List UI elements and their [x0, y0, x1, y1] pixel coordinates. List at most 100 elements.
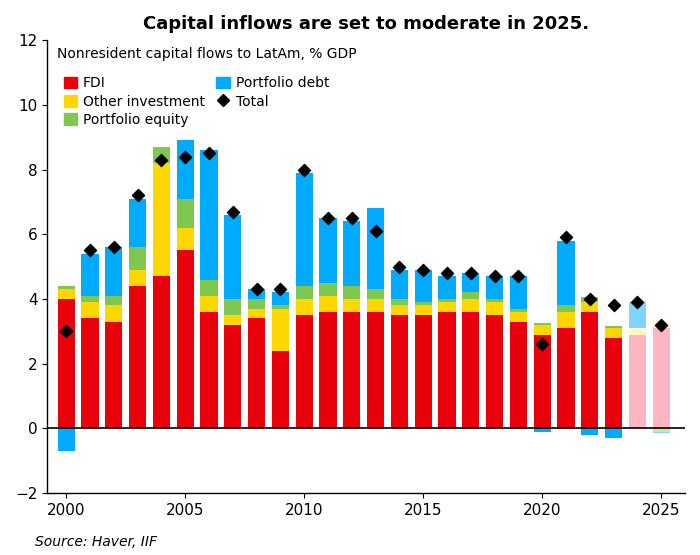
- Bar: [367, 312, 384, 428]
- Bar: [557, 328, 575, 428]
- Point: [60, 327, 71, 336]
- Bar: [557, 312, 575, 328]
- Bar: [652, 328, 670, 428]
- Bar: [629, 302, 646, 328]
- Bar: [81, 254, 99, 296]
- Bar: [343, 312, 360, 428]
- Point: [155, 155, 167, 164]
- Point: [204, 149, 215, 158]
- Bar: [533, 325, 551, 335]
- Point: [513, 272, 524, 281]
- Bar: [367, 289, 384, 299]
- Bar: [295, 299, 313, 315]
- Bar: [414, 305, 432, 315]
- Bar: [605, 428, 622, 438]
- Point: [228, 207, 239, 216]
- Bar: [81, 302, 99, 319]
- Point: [108, 243, 119, 251]
- Bar: [200, 296, 218, 312]
- Bar: [486, 302, 503, 315]
- Bar: [295, 315, 313, 428]
- Bar: [105, 321, 122, 428]
- Bar: [510, 312, 527, 321]
- Bar: [57, 289, 75, 299]
- Bar: [295, 286, 313, 299]
- Bar: [462, 292, 480, 299]
- Point: [632, 297, 643, 306]
- Point: [180, 152, 191, 161]
- Bar: [200, 150, 218, 280]
- Bar: [129, 270, 146, 286]
- Bar: [414, 270, 432, 302]
- Point: [370, 226, 382, 235]
- Bar: [129, 247, 146, 270]
- Bar: [486, 299, 503, 302]
- Bar: [414, 315, 432, 428]
- Bar: [105, 247, 122, 296]
- Bar: [319, 218, 337, 282]
- Text: Nonresident capital flows to LatAm, % GDP: Nonresident capital flows to LatAm, % GD…: [57, 47, 356, 61]
- Bar: [510, 276, 527, 309]
- Bar: [319, 296, 337, 312]
- Point: [584, 295, 596, 304]
- Point: [442, 269, 453, 278]
- Bar: [176, 140, 194, 199]
- Point: [656, 320, 667, 329]
- Bar: [462, 312, 480, 428]
- Bar: [343, 299, 360, 312]
- Bar: [57, 428, 75, 451]
- Bar: [105, 305, 122, 321]
- Bar: [605, 326, 622, 328]
- Bar: [319, 282, 337, 296]
- Bar: [629, 335, 646, 428]
- Bar: [200, 280, 218, 296]
- Bar: [176, 250, 194, 428]
- Point: [346, 214, 358, 223]
- Bar: [343, 286, 360, 299]
- Bar: [414, 302, 432, 305]
- Text: Source: Haver, IIF: Source: Haver, IIF: [35, 536, 157, 549]
- Bar: [462, 273, 480, 292]
- Bar: [462, 299, 480, 312]
- Title: Capital inflows are set to moderate in 2025.: Capital inflows are set to moderate in 2…: [143, 15, 589, 33]
- Bar: [605, 338, 622, 428]
- Point: [537, 340, 548, 349]
- Bar: [605, 328, 622, 338]
- Point: [489, 272, 500, 281]
- Bar: [367, 299, 384, 312]
- Bar: [629, 328, 646, 335]
- Point: [251, 285, 262, 294]
- Bar: [510, 321, 527, 428]
- Bar: [652, 432, 670, 433]
- Bar: [438, 299, 456, 302]
- Bar: [533, 428, 551, 432]
- Bar: [438, 312, 456, 428]
- Bar: [581, 302, 598, 312]
- Bar: [391, 315, 408, 428]
- Bar: [129, 286, 146, 428]
- Bar: [248, 319, 265, 428]
- Point: [275, 285, 286, 294]
- Legend: FDI, Other investment, Portfolio equity, Portfolio debt, Total: FDI, Other investment, Portfolio equity,…: [64, 77, 329, 127]
- Bar: [176, 228, 194, 250]
- Bar: [153, 276, 170, 428]
- Bar: [581, 428, 598, 435]
- Bar: [557, 305, 575, 312]
- Point: [608, 301, 620, 310]
- Point: [299, 165, 310, 174]
- Bar: [57, 286, 75, 289]
- Point: [561, 233, 572, 242]
- Point: [84, 246, 95, 255]
- Bar: [295, 173, 313, 286]
- Bar: [343, 221, 360, 286]
- Bar: [272, 309, 289, 351]
- Bar: [533, 323, 551, 325]
- Bar: [652, 321, 670, 328]
- Point: [394, 262, 405, 271]
- Bar: [391, 299, 408, 305]
- Bar: [57, 299, 75, 428]
- Bar: [272, 292, 289, 305]
- Bar: [176, 199, 194, 228]
- Bar: [319, 312, 337, 428]
- Bar: [510, 309, 527, 312]
